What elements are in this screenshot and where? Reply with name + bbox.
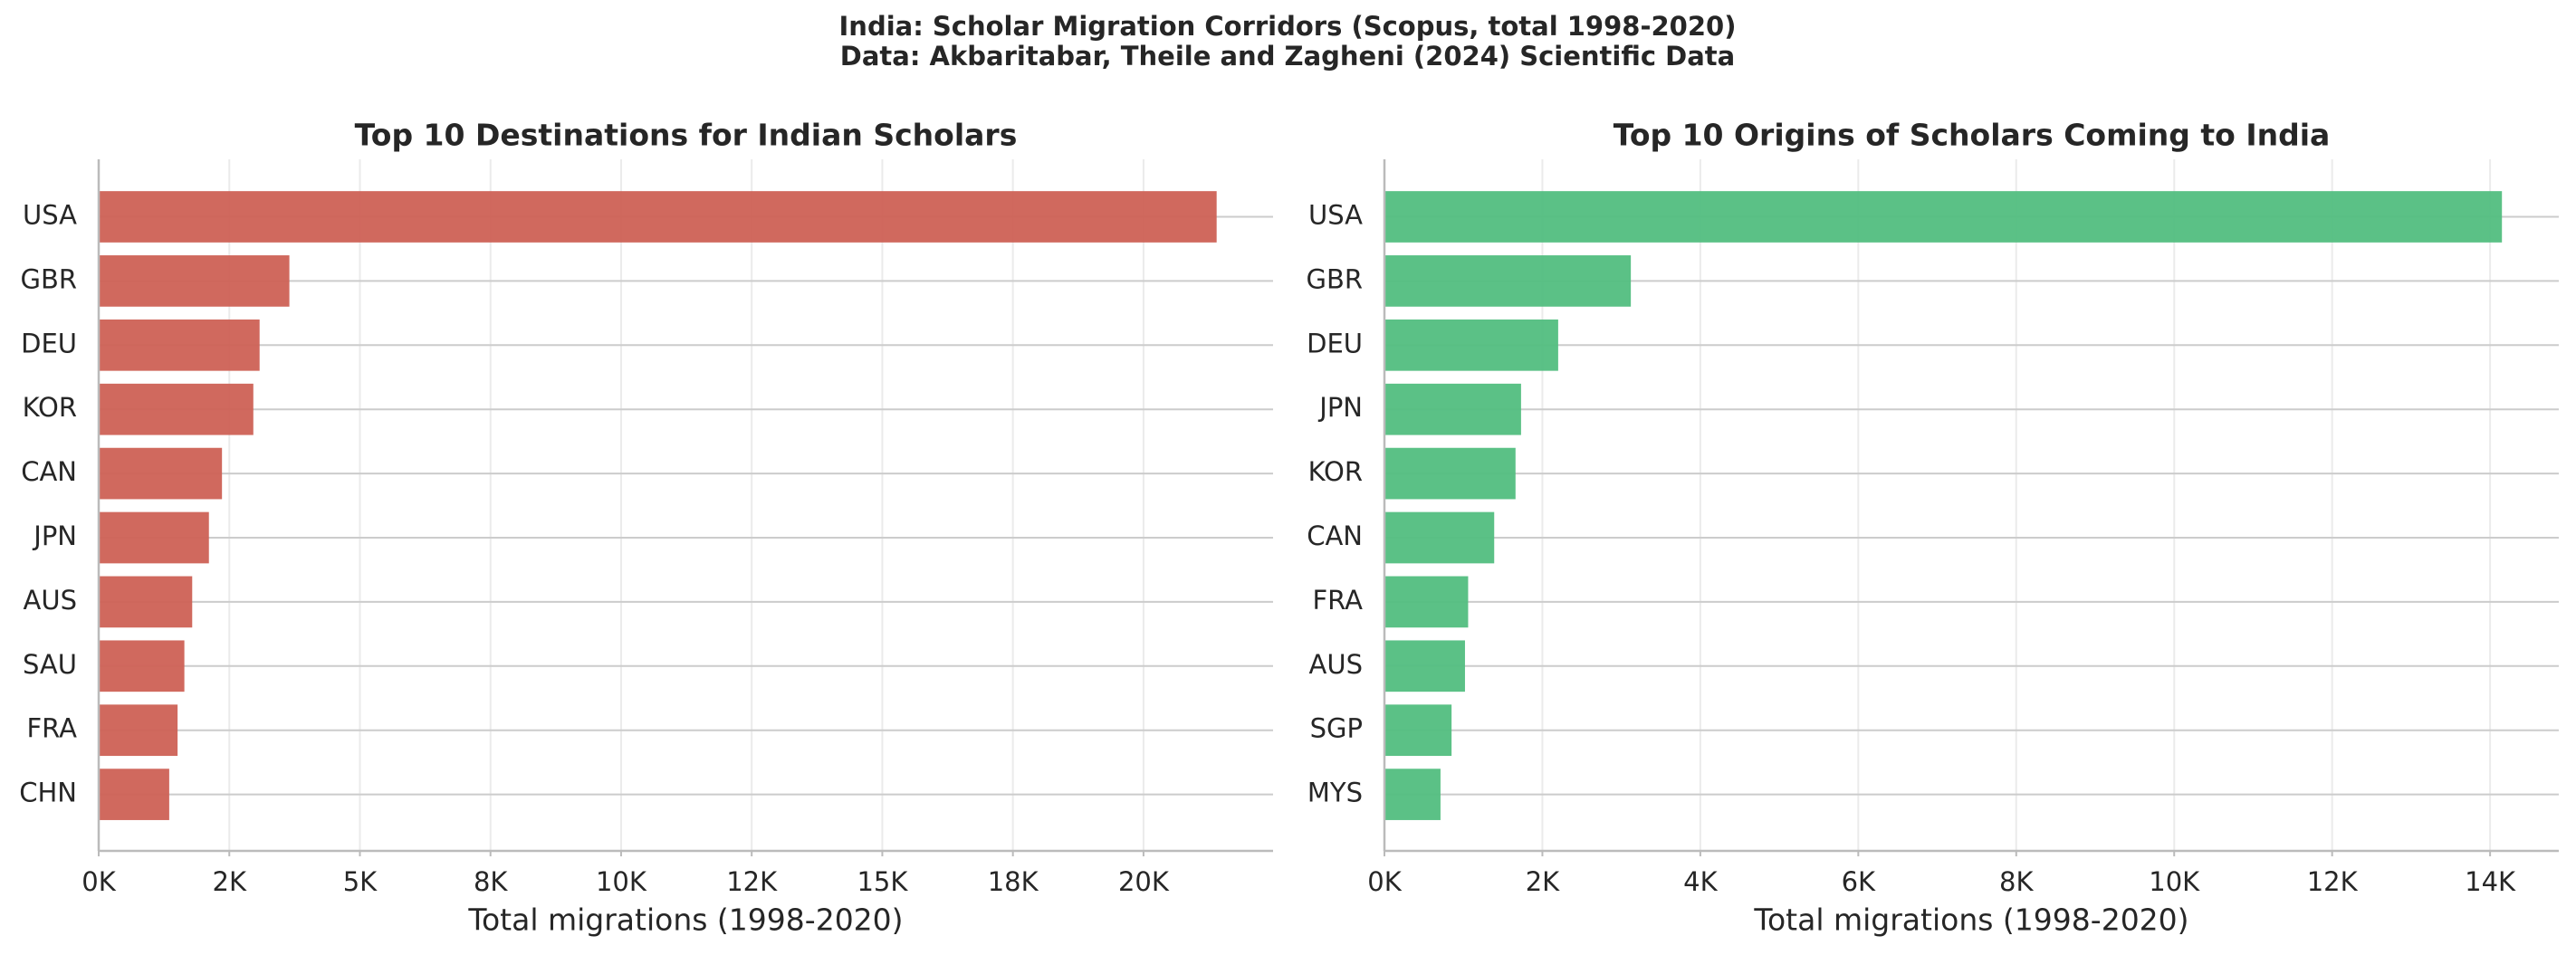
y-tick-label: DEU xyxy=(21,328,77,358)
figure-subtitle: Data: Akbaritabar, Theile and Zagheni (2… xyxy=(840,41,1735,72)
y-tick-label: FRA xyxy=(1313,585,1364,616)
x-tick-label: 18K xyxy=(988,866,1039,897)
bar xyxy=(99,511,209,564)
bar xyxy=(99,447,223,500)
x-tick-label: 4K xyxy=(1683,866,1718,897)
x-tick-label: 8K xyxy=(1999,866,2034,897)
bar xyxy=(1384,319,1558,371)
y-tick-label: MYS xyxy=(1307,778,1363,808)
subplot-title: Top 10 Destinations for Indian Scholars xyxy=(355,118,1018,153)
y-tick-label: JPN xyxy=(32,520,77,551)
y-tick-label: JPN xyxy=(1317,392,1363,423)
y-tick-label: USA xyxy=(23,200,77,231)
y-tick-label: CAN xyxy=(21,456,77,487)
x-tick-label: 6K xyxy=(1842,866,1876,897)
bar xyxy=(99,576,193,628)
y-tick-label: GBR xyxy=(1306,263,1363,294)
bar xyxy=(1384,704,1452,757)
x-tick-label: 15K xyxy=(857,866,908,897)
bar xyxy=(99,191,1217,243)
bar xyxy=(99,640,185,692)
x-tick-label: 12K xyxy=(2307,866,2359,897)
y-tick-label: GBR xyxy=(20,263,77,294)
y-tick-label: KOR xyxy=(23,392,77,423)
bar xyxy=(1384,769,1441,820)
x-axis-label: Total migrations (1998-2020) xyxy=(1753,902,2188,938)
x-tick-label: 14K xyxy=(2465,866,2516,897)
y-tick-label: AUS xyxy=(1309,649,1363,680)
bar xyxy=(1384,511,1495,564)
y-tick-label: AUS xyxy=(24,585,77,616)
x-tick-label: 0K xyxy=(1367,866,1402,897)
x-tick-label: 2K xyxy=(1526,866,1560,897)
bar xyxy=(99,769,169,820)
bar xyxy=(1384,640,1465,692)
x-tick-label: 8K xyxy=(474,866,508,897)
x-axis-label: Total migrations (1998-2020) xyxy=(467,902,903,938)
x-tick-label: 5K xyxy=(343,866,378,897)
y-tick-label: SAU xyxy=(23,649,77,680)
y-tick-label: SGP xyxy=(1310,713,1363,744)
bar xyxy=(1384,383,1521,435)
bar xyxy=(99,383,254,435)
bar xyxy=(99,704,178,757)
subplot-title: Top 10 Origins of Scholars Coming to Ind… xyxy=(1614,118,2331,153)
x-tick-label: 2K xyxy=(213,866,247,897)
figure-title: India: Scholar Migration Corridors (Scop… xyxy=(839,11,1737,42)
bar xyxy=(99,255,290,307)
bar xyxy=(1384,447,1516,500)
bar xyxy=(1384,191,2503,243)
y-tick-label: USA xyxy=(1308,200,1363,231)
y-tick-label: FRA xyxy=(27,713,78,744)
bar xyxy=(1384,576,1469,628)
bar xyxy=(1384,255,1632,307)
x-tick-label: 0K xyxy=(81,866,116,897)
y-tick-label: CHN xyxy=(19,778,77,808)
x-tick-label: 20K xyxy=(1118,866,1170,897)
x-tick-label: 10K xyxy=(2149,866,2200,897)
y-tick-label: KOR xyxy=(1308,456,1363,487)
y-tick-label: DEU xyxy=(1307,328,1363,358)
bar xyxy=(99,319,260,371)
x-tick-label: 10K xyxy=(596,866,647,897)
x-tick-label: 12K xyxy=(726,866,778,897)
y-tick-label: CAN xyxy=(1307,520,1363,551)
